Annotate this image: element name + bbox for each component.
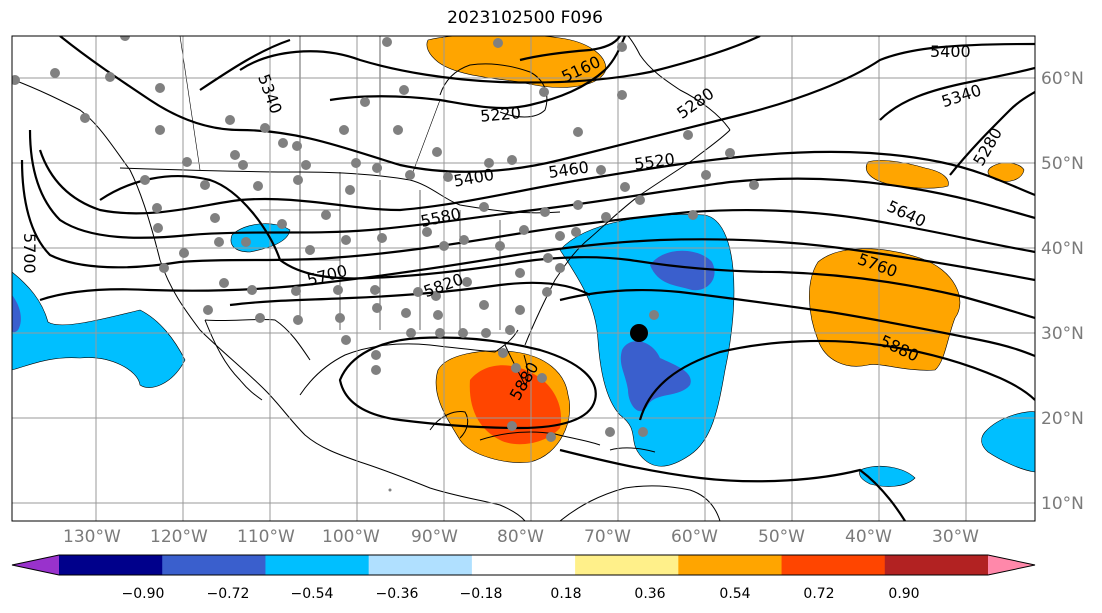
lon-label: 70°W [584,527,631,547]
colorbar-tick-label: −0.36 [376,586,419,602]
contour-south-low [559,448,906,521]
province-lines [179,36,441,181]
contour-5880-a [338,336,597,430]
negative-anomaly-west [12,271,186,388]
colorbar-tick-label: −0.54 [291,586,334,602]
contour-5220 [329,36,627,110]
longitude-labels: 130°W 120°W 110°W 100°W 90°W 80°W 70°W 6… [63,527,979,547]
lat-label: 10°N [1041,494,1084,514]
contour-5460 [38,149,1035,215]
anomaly-shading [12,36,1035,487]
colorbar-extend-low [12,555,59,575]
coastline-baja [204,319,263,401]
contour-label-5400-a: 5400 [930,42,971,61]
coastline-central-america [359,461,526,521]
contour-5700 [99,174,1035,320]
lat-label: 40°N [1041,239,1084,259]
colorbar-segment [471,555,576,575]
coastline-south-america [559,485,721,521]
colorbar-segment [368,555,473,575]
contour-5640 [39,238,1035,302]
lon-label: 30°W [932,527,979,547]
coastline-hispaniola [609,447,656,453]
colorbar-segment [59,555,163,575]
strong-negative-atlantic-north [650,250,715,291]
contour-5880-b [638,339,1035,421]
coastline-hudson [439,63,548,118]
colorbar-tick-label: −0.72 [207,586,250,602]
lat-label: 50°N [1041,154,1084,174]
contour-label-5700-a: 5700 [20,233,39,274]
coastline-canada-east [627,36,731,131]
contour-5580 [20,159,1035,269]
lon-label: 40°W [845,527,892,547]
colorbar-tick-label: 0.72 [803,586,834,602]
lon-label: 60°W [671,527,718,547]
contour-5280-b [949,91,1035,176]
colorbar-tick-label: −0.18 [460,586,503,602]
colorbar-segments [11,554,1036,576]
colorbar-tick-label: 0.18 [550,586,581,602]
contour-5400-a [59,36,1035,173]
latitude-labels: 60°N 50°N 40°N 30°N 20°N 10°N [1041,69,1084,514]
station-markers [12,36,759,492]
coastline-gulf [299,329,519,396]
lon-label: 100°W [322,527,380,547]
colorbar-extend-high [988,555,1035,575]
colorbar-segment [884,555,989,575]
strong-positive-gulf [469,365,562,445]
negative-anomaly-eastatlantic [981,411,1035,473]
colorbar-segment [678,555,783,575]
contour-5340-a [199,38,291,91]
strong-negative-atlantic-south [620,341,691,412]
contour-5280-a [239,36,761,84]
strong-negative-west [12,295,21,333]
contour-5160 [519,36,621,62]
lon-label: 120°W [150,527,208,547]
map-frame [11,35,1036,522]
colorbar-segment [575,555,679,575]
lat-label: 60°N [1041,69,1084,89]
contour-5520 [28,129,1035,239]
colorbar-tick-label: 0.36 [634,586,665,602]
lat-label: 20°N [1041,409,1084,429]
lon-label: 130°W [63,527,121,547]
lon-label: 80°W [497,527,544,547]
coastline-yucatan [429,411,469,439]
colorbar-outline [11,554,1036,576]
contour-5340-b [879,66,1035,121]
lon-label: 90°W [411,527,458,547]
storm-center-marker [630,324,648,342]
colorbar-segment [781,555,886,575]
map-title: 2023102500 F096 [447,8,603,28]
map-content: 5340 5220 5160 5280 5400 5340 5280 5400 … [12,36,1035,521]
lat-label: 30°N [1041,324,1084,344]
colorbar-tick-labels: −0.90 −0.72 −0.54 −0.36 −0.18 0.18 0.36 … [122,586,920,602]
contour-label-5220: 5220 [479,103,521,125]
contour-5820 [559,288,1035,358]
coastline-florida [504,344,529,386]
border-usa-mexico [204,318,311,361]
colorbar-segment [265,555,370,575]
colorbar-tick-label: 0.90 [888,586,919,602]
lon-label: 50°W [758,527,805,547]
colorbar-tick-label: 0.54 [719,586,750,602]
lon-label: 110°W [237,527,295,547]
colorbar-tick-label: −0.90 [122,586,165,602]
colorbar-segment [162,555,266,575]
height-contours [20,36,1035,521]
